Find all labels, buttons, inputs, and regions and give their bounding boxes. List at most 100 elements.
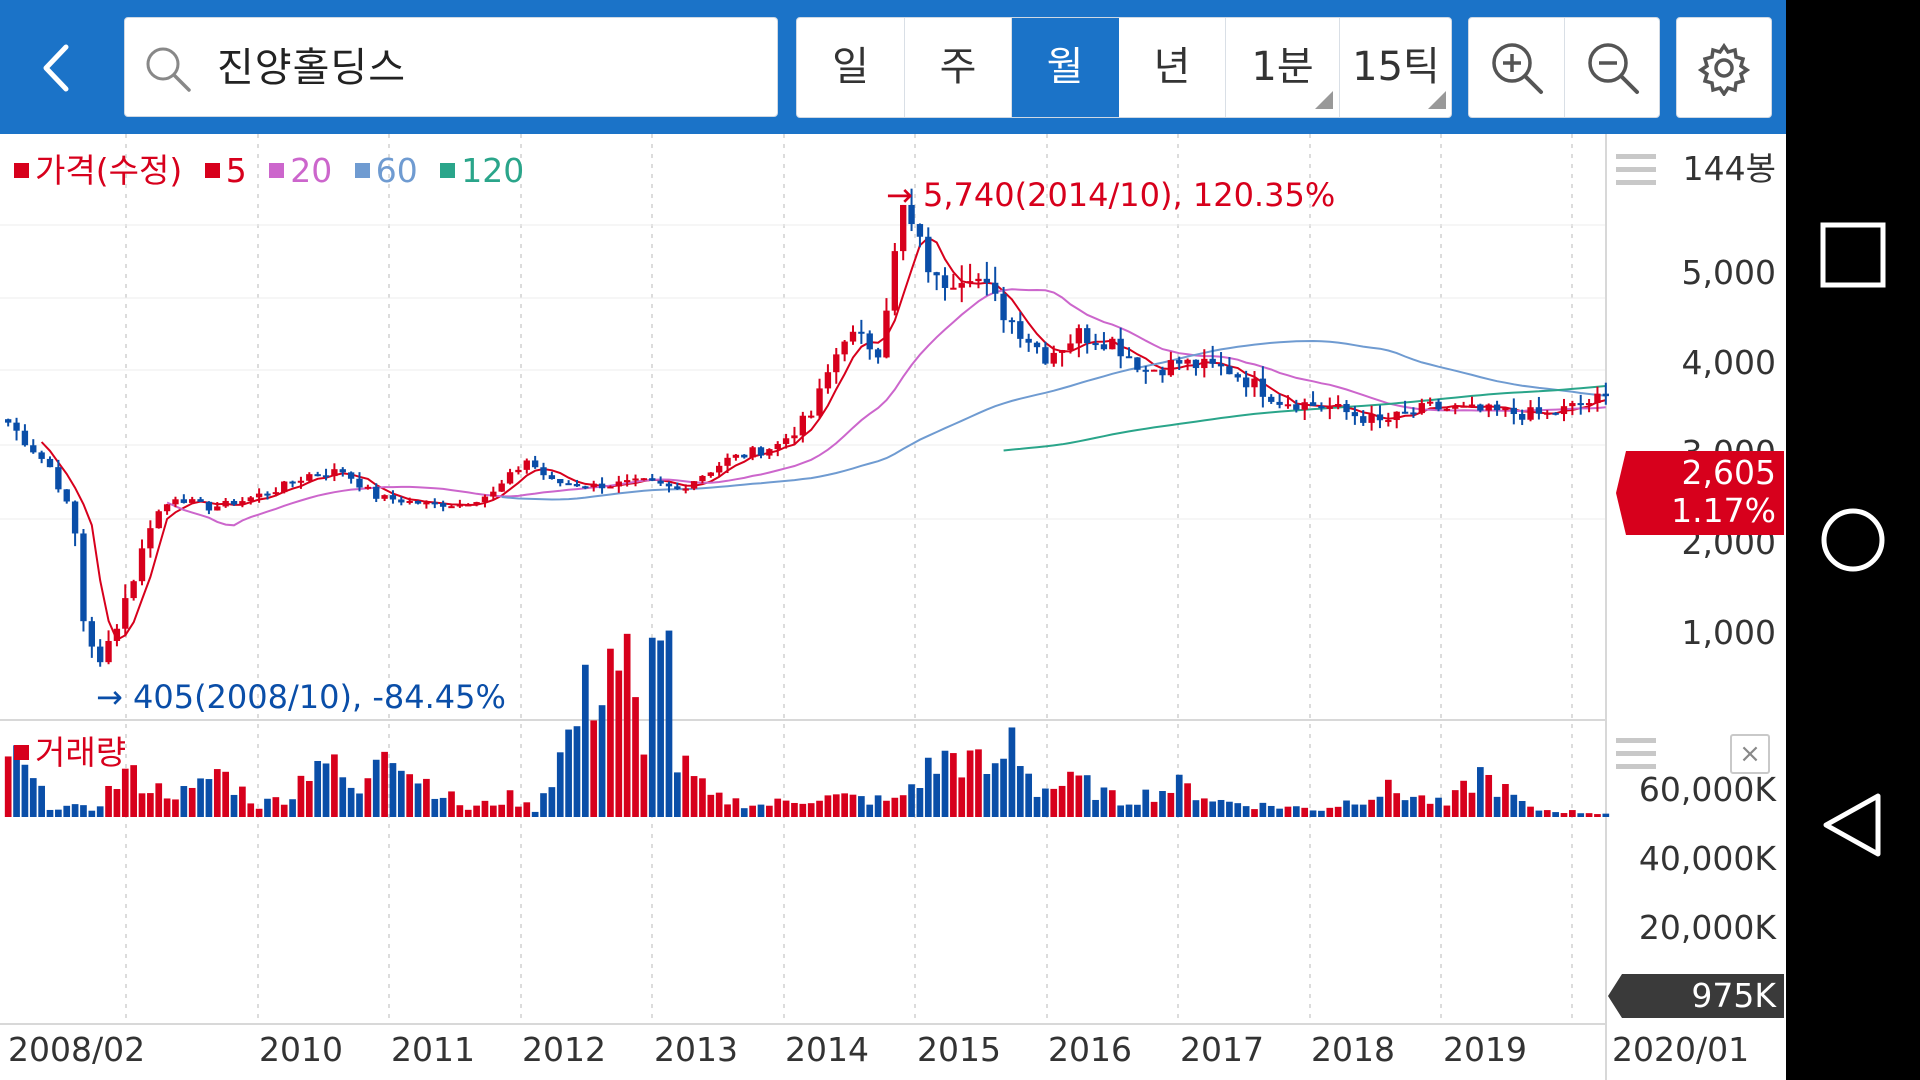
volume-bar bbox=[1209, 801, 1217, 817]
settings-button[interactable] bbox=[1676, 17, 1772, 118]
back-button[interactable] bbox=[10, 22, 102, 114]
volume-bar bbox=[883, 800, 890, 817]
volume-bar bbox=[531, 811, 539, 817]
volume-bar bbox=[88, 810, 96, 817]
period-minute-button[interactable]: 1분 bbox=[1226, 18, 1340, 117]
volume-bar bbox=[1301, 807, 1309, 817]
candle-body bbox=[373, 486, 380, 499]
candle-body bbox=[214, 506, 221, 511]
low-annotation: → 405(2008/10), -84.45% bbox=[96, 678, 506, 716]
candle-body bbox=[347, 472, 355, 479]
volume-bar bbox=[1351, 804, 1359, 817]
candle-body bbox=[1192, 359, 1200, 369]
volume-bar bbox=[205, 779, 213, 817]
volume-bar bbox=[63, 805, 71, 817]
volume-bar bbox=[188, 787, 196, 817]
volume-bar bbox=[1167, 792, 1175, 817]
volume-bar bbox=[1376, 796, 1384, 817]
volume-bar bbox=[46, 809, 54, 817]
volume-bar bbox=[782, 800, 790, 817]
period-yearly-button[interactable]: 년 bbox=[1119, 18, 1226, 117]
candle-body bbox=[582, 486, 589, 489]
volume-bar bbox=[548, 787, 556, 817]
volume-bar bbox=[749, 805, 756, 817]
candle-body bbox=[1318, 405, 1325, 409]
candle-body bbox=[297, 480, 305, 483]
volume-tick-60000k: 60,000K bbox=[1638, 770, 1776, 809]
volume-bar bbox=[71, 804, 79, 817]
period-tick-button[interactable]: 15틱 bbox=[1340, 18, 1451, 117]
period-weekly-button[interactable]: 주 bbox=[905, 18, 1012, 117]
volume-bar bbox=[247, 803, 255, 817]
candle-body bbox=[682, 488, 689, 491]
volume-tick-20000k: 20,000K bbox=[1638, 908, 1776, 947]
candle-body bbox=[1426, 401, 1434, 404]
candle-body bbox=[147, 528, 154, 549]
candle-body bbox=[1242, 377, 1250, 388]
volume-panel-menu-icon[interactable] bbox=[1616, 738, 1656, 774]
legend-swatch-ma120 bbox=[440, 163, 456, 178]
x-label-2012: 2012 bbox=[522, 1030, 606, 1069]
volume-bar bbox=[105, 785, 112, 817]
candle-body bbox=[314, 474, 321, 477]
volume-bar bbox=[1435, 797, 1442, 817]
legend-ma60: 60 bbox=[375, 151, 418, 190]
candle-body bbox=[665, 483, 673, 487]
stock-search-input[interactable]: 진양홀딩스 bbox=[124, 17, 778, 117]
volume-bar bbox=[1543, 810, 1551, 817]
volume-bar bbox=[1025, 773, 1033, 817]
x-label-2020-01: 2020/01 bbox=[1612, 1030, 1750, 1069]
candle-body bbox=[632, 478, 639, 481]
volume-bar bbox=[581, 664, 589, 817]
period-monthly-button[interactable]: 월 bbox=[1012, 18, 1119, 117]
candle-body bbox=[1100, 344, 1108, 350]
period-daily-button[interactable]: 일 bbox=[797, 18, 905, 117]
candle-body bbox=[1050, 352, 1057, 364]
volume-bar bbox=[816, 800, 823, 817]
recent-apps-button[interactable] bbox=[1808, 210, 1898, 300]
volume-bar bbox=[1267, 805, 1275, 817]
chart-area[interactable]: 가격(수정) 5 20 60 120 144봉 5,000 4,000 3,00… bbox=[0, 134, 1786, 1080]
volume-bar bbox=[665, 630, 673, 817]
candle-body bbox=[841, 341, 848, 355]
volume-bar bbox=[356, 793, 363, 817]
candle-body bbox=[1326, 406, 1333, 409]
price-candles bbox=[5, 188, 1609, 667]
volume-bar bbox=[406, 774, 414, 817]
price-tick-1000: 1,000 bbox=[1681, 613, 1776, 652]
zoom-controls bbox=[1468, 17, 1660, 118]
zoom-out-button[interactable] bbox=[1565, 18, 1660, 117]
home-button[interactable] bbox=[1808, 495, 1898, 585]
candle-body bbox=[1468, 404, 1476, 407]
volume-bar bbox=[1502, 784, 1509, 817]
candle-body bbox=[649, 478, 656, 481]
close-volume-panel-button[interactable]: × bbox=[1730, 734, 1770, 774]
volume-bar bbox=[1426, 803, 1434, 817]
volume-bar bbox=[1292, 806, 1300, 817]
candle-body bbox=[1217, 363, 1225, 367]
volume-bar bbox=[1577, 813, 1585, 817]
candle-body bbox=[1518, 413, 1526, 420]
volume-bar bbox=[699, 778, 706, 817]
candle-body bbox=[1251, 378, 1258, 388]
volume-bar bbox=[1384, 779, 1392, 817]
volume-bar bbox=[414, 783, 422, 817]
volume-bar bbox=[1050, 788, 1058, 817]
volume-bar bbox=[1334, 806, 1342, 817]
candle-body bbox=[1301, 402, 1308, 410]
candle-body bbox=[531, 460, 539, 468]
volume-bar bbox=[1401, 800, 1409, 817]
zoom-in-button[interactable] bbox=[1469, 18, 1565, 117]
candle-body bbox=[1017, 321, 1024, 339]
candle-body bbox=[38, 452, 45, 459]
candle-body bbox=[816, 388, 823, 416]
current-volume-badge: 975K bbox=[1608, 974, 1784, 1018]
candle-body bbox=[623, 480, 631, 483]
legend-ma120: 120 bbox=[461, 151, 525, 190]
volume-bar bbox=[498, 804, 506, 817]
volume-bar bbox=[1200, 798, 1208, 817]
price-panel-menu-icon[interactable] bbox=[1616, 154, 1656, 190]
chart-canvas[interactable] bbox=[0, 134, 1786, 1080]
back-nav-button[interactable] bbox=[1808, 780, 1898, 870]
candle-body bbox=[1276, 401, 1283, 405]
